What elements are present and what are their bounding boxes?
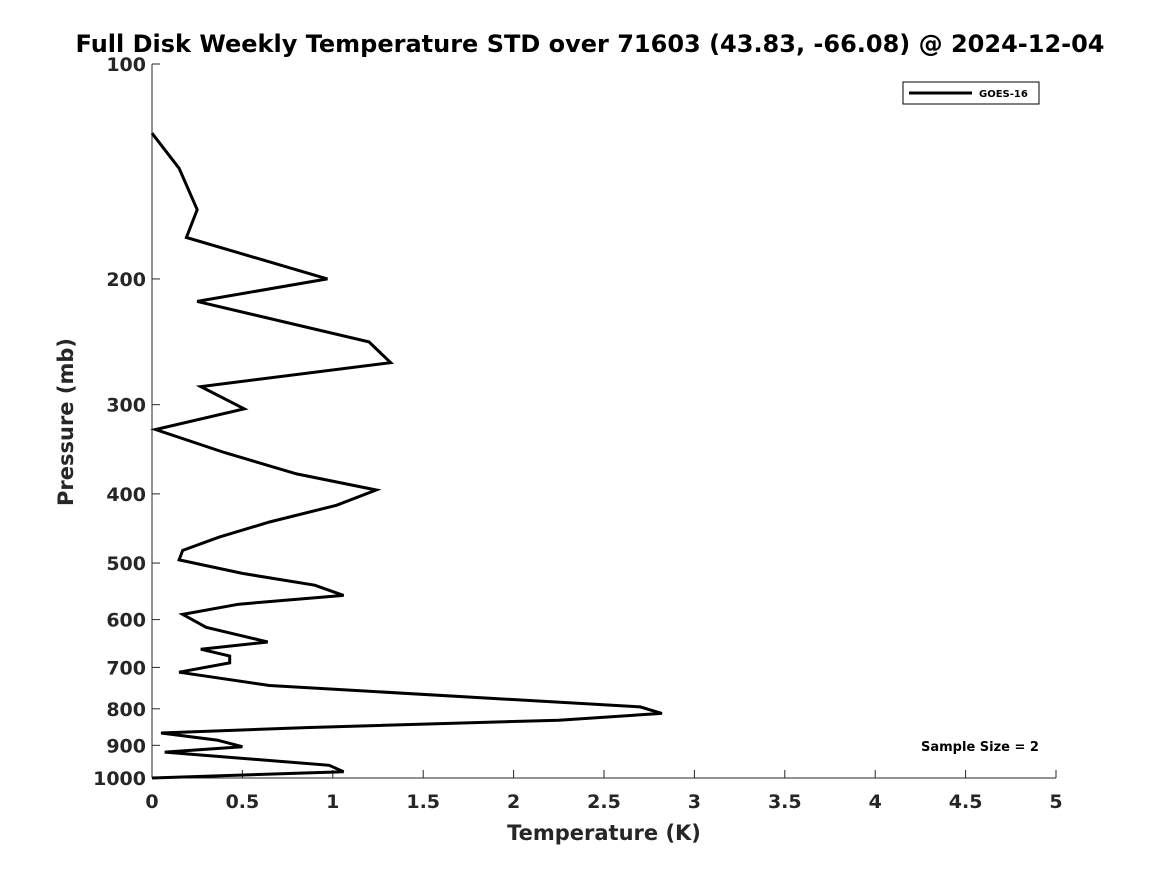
legend: GOES-16 [902, 81, 1040, 105]
y-tick-label: 400 [106, 484, 146, 506]
chart-title: Full Disk Weekly Temperature STD over 71… [76, 30, 1105, 58]
legend-label-goes-16: GOES-16 [979, 89, 1028, 100]
y-tick-label: 100 [106, 54, 146, 76]
x-tick-label: 0.5 [226, 791, 260, 813]
x-tick-label: 1 [326, 791, 339, 813]
x-tick-label: 2 [507, 791, 520, 813]
y-tick-label: 600 [106, 610, 146, 632]
axes: 0 0.5 1 1.5 2 2.5 3 3.5 4 4.5 5 100 200 300 400 500 600 7… [93, 54, 1063, 813]
y-tick-label: 500 [106, 553, 146, 575]
y-tick-label: 300 [106, 395, 146, 417]
x-tick-label: 2.5 [587, 791, 621, 813]
y-tick-label: 900 [106, 735, 146, 757]
y-axis-label: Pressure (mb) [54, 338, 78, 506]
x-tick-label: 1.5 [406, 791, 440, 813]
x-axis-label: Temperature (K) [507, 821, 701, 845]
x-tick-label: 5 [1049, 791, 1062, 813]
y-tick-label: 200 [106, 269, 146, 291]
x-tick-label: 3 [688, 791, 701, 813]
y-tick-label: 700 [106, 657, 146, 679]
x-tick-label: 4.5 [949, 791, 983, 813]
y-tick-label: 800 [106, 699, 146, 721]
series-layer [150, 132, 663, 780]
x-tick-label: 3.5 [768, 791, 802, 813]
series-line-goes-16 [150, 132, 663, 780]
x-tick-label: 4 [869, 791, 882, 813]
y-tick-label: 1000 [93, 768, 146, 790]
x-tick-label: 0 [145, 791, 158, 813]
sample-size-annotation: Sample Size = 2 [921, 740, 1039, 755]
